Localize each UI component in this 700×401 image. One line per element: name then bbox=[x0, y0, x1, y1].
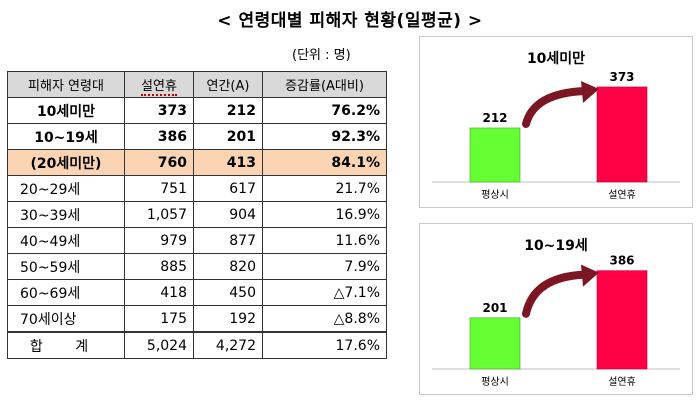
row-age-label: (20세미만) bbox=[7, 149, 125, 176]
bar-value-label: 212 bbox=[482, 111, 507, 125]
header-age-group: 피해자 연령대 bbox=[7, 71, 125, 98]
total-label: 합 계 bbox=[7, 331, 125, 359]
victims-by-age-table: 피해자 연령대 설연휴 연간(A) 증감률(A대비) 10세미만 373 212 76… bbox=[7, 71, 387, 359]
row-annual-value: 212 bbox=[193, 97, 263, 124]
bar-normal bbox=[469, 317, 521, 370]
row-change-value: 21.7% bbox=[262, 175, 387, 202]
chart-under-10: 10세미만 212 평상시 373 설연휴 bbox=[419, 36, 693, 208]
row-annual-value: 192 bbox=[193, 305, 263, 333]
table-row: 10~19세 386 201 92.3% bbox=[7, 123, 387, 150]
table-row: 50~59세 885 820 7.9% bbox=[7, 253, 387, 280]
header-holiday: 설연휴 bbox=[124, 71, 194, 98]
row-holiday-value: 885 bbox=[124, 253, 194, 280]
category-label: 설연휴 bbox=[608, 189, 636, 201]
chart-title: 10~19세 bbox=[524, 238, 588, 254]
row-age-label: 70세이상 bbox=[7, 305, 125, 333]
table-row: (20세미만) 760 413 84.1% bbox=[7, 149, 387, 176]
bar-normal bbox=[469, 127, 521, 183]
row-holiday-value: 751 bbox=[124, 175, 194, 202]
row-change-value: 16.9% bbox=[262, 201, 387, 228]
chart-10-19: 10~19세 201 평상시 386 설연휴 bbox=[419, 223, 693, 395]
row-change-value: 84.1% bbox=[262, 149, 387, 176]
table-row: 30~39세 1,057 904 16.9% bbox=[7, 201, 387, 228]
row-change-value: 7.9% bbox=[262, 253, 387, 280]
row-change-value: 11.6% bbox=[262, 227, 387, 254]
row-holiday-value: 373 bbox=[124, 97, 194, 124]
row-holiday-value: 418 bbox=[124, 279, 194, 306]
row-holiday-value: 175 bbox=[124, 305, 194, 333]
row-holiday-value: 760 bbox=[124, 149, 194, 176]
growth-arrow bbox=[522, 86, 589, 128]
bar-holiday bbox=[596, 270, 648, 370]
row-age-label: 40~49세 bbox=[7, 227, 125, 254]
row-holiday-value: 1,057 bbox=[124, 201, 194, 228]
header-annual: 연간(A) bbox=[193, 71, 263, 98]
row-change-value: △7.1% bbox=[262, 279, 387, 306]
row-age-label: 30~39세 bbox=[7, 201, 125, 228]
total-holiday-value: 5,024 bbox=[124, 331, 194, 359]
growth-arrow-head bbox=[581, 264, 599, 287]
row-age-label: 60~69세 bbox=[7, 279, 125, 306]
row-age-label: 50~59세 bbox=[7, 253, 125, 280]
row-change-value: 76.2% bbox=[262, 97, 387, 124]
row-annual-value: 617 bbox=[193, 175, 263, 202]
table-row: 20~29세 751 617 21.7% bbox=[7, 175, 387, 202]
bar-chart-svg: 10~19세 201 평상시 386 설연휴 bbox=[432, 238, 680, 388]
chart-title: 10세미만 bbox=[527, 51, 585, 67]
table-row: 70세이상 175 192 △8.8% bbox=[7, 305, 387, 333]
table-row: 10세미만 373 212 76.2% bbox=[7, 97, 387, 124]
row-age-label: 20~29세 bbox=[7, 175, 125, 202]
row-annual-value: 877 bbox=[193, 227, 263, 254]
header-change-rate: 증감률(A대비) bbox=[262, 71, 387, 98]
table-header-row: 피해자 연령대 설연휴 연간(A) 증감률(A대비) bbox=[7, 71, 387, 98]
bar-value-label: 201 bbox=[482, 301, 507, 315]
bar-value-label: 386 bbox=[609, 254, 634, 268]
row-change-value: △8.8% bbox=[262, 305, 387, 333]
total-change-value: 17.6% bbox=[262, 331, 387, 359]
row-holiday-value: 386 bbox=[124, 123, 194, 150]
growth-arrow bbox=[522, 270, 589, 318]
row-annual-value: 201 bbox=[193, 123, 263, 150]
unit-note: (단위 : 명) bbox=[292, 48, 351, 63]
category-label: 평상시 bbox=[481, 189, 509, 201]
row-annual-value: 413 bbox=[193, 149, 263, 176]
row-annual-value: 450 bbox=[193, 279, 263, 306]
total-annual-value: 4,272 bbox=[193, 331, 263, 359]
category-label: 평상시 bbox=[481, 376, 509, 388]
row-age-label: 10~19세 bbox=[7, 123, 125, 150]
row-change-value: 92.3% bbox=[262, 123, 387, 150]
bar-holiday bbox=[596, 86, 648, 183]
row-annual-value: 904 bbox=[193, 201, 263, 228]
table-total-row: 합 계 5,024 4,272 17.6% bbox=[7, 331, 387, 359]
page-title: < 연령대별 피해자 현황(일평균) > bbox=[217, 11, 483, 31]
bar-chart-svg: 10세미만 212 평상시 373 설연휴 bbox=[432, 51, 680, 201]
table-row: 60~69세 418 450 △7.1% bbox=[7, 279, 387, 306]
row-annual-value: 820 bbox=[193, 253, 263, 280]
row-age-label: 10세미만 bbox=[7, 97, 125, 124]
bar-value-label: 373 bbox=[609, 70, 634, 84]
category-label: 설연휴 bbox=[608, 376, 636, 388]
growth-arrow-head bbox=[581, 80, 599, 103]
row-holiday-value: 979 bbox=[124, 227, 194, 254]
table-row: 40~49세 979 877 11.6% bbox=[7, 227, 387, 254]
